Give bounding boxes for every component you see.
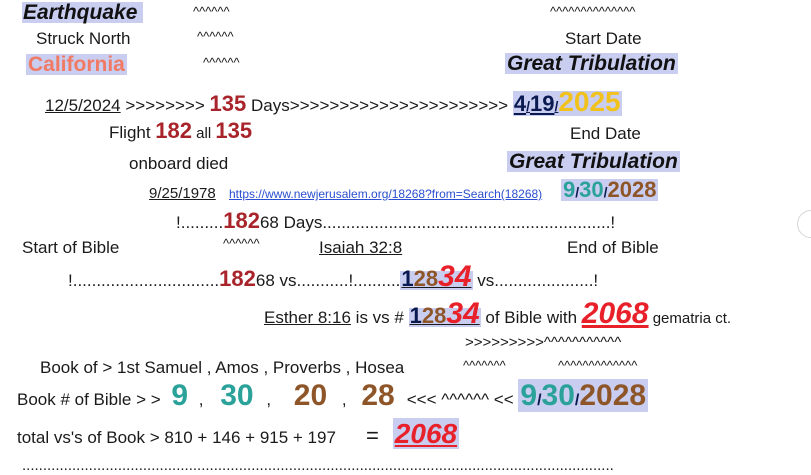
num-2068-total: 2068 [392,418,460,449]
line-135-days: 12/5/2024 >>>>>>>> 135 Days>>>>>>>>>>>>>… [45,88,622,116]
book-number-line: Book # of Bible > > 9 , 30 , 20 , 28 <<< … [17,379,649,412]
struck-north-label: Struck North [36,29,131,48]
caret-row-3: ^^^^^^ [203,55,240,70]
all-label: all [192,125,216,142]
start-of-bible-label: Start of Bible [22,238,120,257]
end-date-label: End Date [570,124,641,143]
caret-row-top-right: ^^^^^^^^^^^^^^ [550,4,636,19]
vs-line: !...............................18268 vs… [68,260,599,293]
flight-line: Flight 182 all 135 [109,120,252,142]
scroll-handle[interactable] [797,210,811,238]
caret-row-5b: ^^^^^^^^^^^^^ [558,358,638,373]
california-label: California [26,53,127,76]
onboard-died-label: onboard died [129,154,229,173]
num-2068-esther: 2068 [581,297,649,330]
caret-row-2: ^^^^^^ [197,29,234,44]
num-135-flight: 135 [215,118,253,143]
arrows: >>>>>>>> [120,96,210,115]
num-135: 135 [209,91,247,116]
great-tribulation-start: Great Tribulation [505,52,678,75]
end-of-bible-label: End of Bible [567,238,659,257]
start-date-label: Start Date [565,29,642,48]
date-4-19-2025: 4/19/2025 [512,86,622,117]
caret-row-5a: ^^^^^^^ [463,358,506,373]
date-9-25-1978: 9/25/1978 [149,185,216,202]
newjerusalem-link[interactable]: https://www.newjerusalem.org/18268?from=… [229,187,543,201]
date-12-5-2024: 12/5/2024 [45,96,121,115]
great-tribulation-end: Great Tribulation [507,150,680,173]
esther-line: Esther 8:16 is vs # 12834 of Bible with … [264,297,732,330]
date-9-30-2028-top: 9/30/2028 [561,177,659,202]
arrows-carets-row: >>>>>>>>>^^^^^^^^^^^ [465,334,622,351]
total-verses-line: total vs's of Book > 810 + 146 + 915 + 1… [17,418,460,449]
flight-label: Flight [109,123,156,142]
book-of-line: Book of > 1st Samuel , Amos , Proverbs ,… [40,358,405,377]
isaiah-32-8-ref: Isaiah 32:8 [319,238,403,257]
earthquake-heading: Earthquake [22,2,144,23]
caret-row-bible: ^^^^^^ [223,236,260,251]
days-18268-line: !.........18268 Days....................… [176,208,616,233]
esther-8-16-ref: Esther 8:16 [264,308,351,327]
caret-row-1: ^^^^^^ [193,4,230,19]
days-arrows: Days>>>>>>>>>>>>>>>>>>>>>> [246,96,513,115]
num-182: 182 [155,118,193,143]
bottom-dots: ........................................… [22,457,614,474]
